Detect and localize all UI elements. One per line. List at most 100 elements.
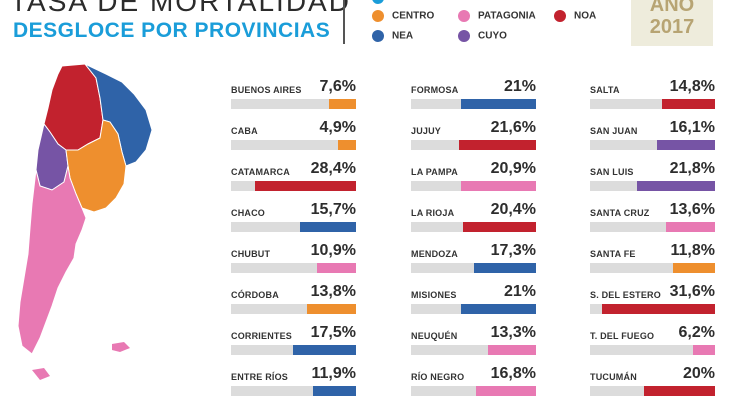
bar <box>463 222 536 232</box>
legend-swatch-centro <box>372 10 384 22</box>
bar-label: CÓRDOBA <box>231 290 279 300</box>
legend-swatch-noa <box>554 10 566 22</box>
bar <box>666 222 715 232</box>
bar-label: TUCUMÁN <box>590 372 637 382</box>
bar <box>461 304 536 314</box>
legend-label-noa: NOA <box>574 10 597 22</box>
data-label: 14,8% <box>669 78 715 95</box>
legend-label-nea: NEA <box>392 30 414 42</box>
bar-row-santa-cruz: SANTA CRUZ 13,6% <box>590 200 715 232</box>
legend-label-patagonia: PATAGONIA <box>478 10 536 22</box>
bar-label: SANTA FE <box>590 249 636 259</box>
data-label: 20,9% <box>490 160 536 177</box>
bar-label: BUENOS AIRES <box>231 85 302 95</box>
bar-label: MENDOZA <box>411 249 458 259</box>
data-label: 13,6% <box>669 201 715 218</box>
data-label: 4,9% <box>319 119 356 136</box>
bar <box>255 181 356 191</box>
year-value: 2017 <box>649 16 695 38</box>
bar-track <box>411 304 536 314</box>
bar-row-mendoza: MENDOZA 17,3% <box>411 241 536 273</box>
bar-track <box>590 386 715 396</box>
data-label: 10,9% <box>310 242 356 259</box>
bar <box>461 181 536 191</box>
map-islands <box>112 342 130 352</box>
legend-swatch-nea <box>372 30 384 42</box>
bar-track <box>231 181 356 191</box>
bar-row-s-del-estero: S. DEL ESTERO 31,6% <box>590 282 715 314</box>
bar-row-jujuy: JUJUY 21,6% <box>411 118 536 150</box>
map-tierra-del-fuego <box>32 368 50 380</box>
bar-track <box>231 140 356 150</box>
data-label: 13,8% <box>310 283 356 300</box>
bar-track <box>590 99 715 109</box>
bar <box>329 99 356 109</box>
bar-row-buenos-aires: BUENOS AIRES 7,6% <box>231 77 356 109</box>
bar-track <box>590 263 715 273</box>
bar-label: SAN JUAN <box>590 126 638 136</box>
bar <box>644 386 715 396</box>
bar-track <box>411 263 536 273</box>
bar <box>317 263 356 273</box>
bar-label: RÍO NEGRO <box>411 372 465 382</box>
bar-row-la-rioja: LA RIOJA 20,4% <box>411 200 536 232</box>
bar-track <box>231 222 356 232</box>
bar-row-r-o-negro: RÍO NEGRO 16,8% <box>411 364 536 396</box>
year-badge: AÑO 2017 <box>631 0 713 46</box>
bar-track <box>231 304 356 314</box>
bar-track <box>231 386 356 396</box>
bar-label: CHUBUT <box>231 249 271 259</box>
bar-track <box>411 181 536 191</box>
data-label: 11,8% <box>670 242 715 259</box>
bar-row-san-juan: SAN JUAN 16,1% <box>590 118 715 150</box>
data-label: 21% <box>503 78 536 95</box>
bar-row-catamarca: CATAMARCA 28,4% <box>231 159 356 191</box>
map-patagonia <box>17 165 87 355</box>
bar-track <box>231 99 356 109</box>
bar-row-neuqu-n: NEUQUÉN 13,3% <box>411 323 536 355</box>
page-title: TASA DE MORTALIDAD <box>10 0 351 17</box>
legend-item-centro: CENTRO <box>372 10 434 22</box>
bar-row-chubut: CHUBUT 10,9% <box>231 241 356 273</box>
bar-label: MISIONES <box>411 290 457 300</box>
bar-row-san-luis: SAN LUIS 21,8% <box>590 159 715 191</box>
data-label: 16,8% <box>490 365 536 382</box>
bar-label: CATAMARCA <box>231 167 290 177</box>
bar-track <box>411 345 536 355</box>
bar-label: ENTRE RÍOS <box>231 372 289 382</box>
bar-label: S. DEL ESTERO <box>590 290 661 300</box>
bar-label: LA PAMPA <box>411 167 458 177</box>
bar <box>662 99 715 109</box>
bar-track <box>590 345 715 355</box>
bar <box>673 263 715 273</box>
legend-item-noa: NOA <box>554 10 596 22</box>
bar-track <box>411 386 536 396</box>
header-divider <box>343 0 345 44</box>
bar-row-la-pampa: LA PAMPA 20,9% <box>411 159 536 191</box>
bar-row-santa-fe: SANTA FE 11,8% <box>590 241 715 273</box>
bar-row-c-rdoba: CÓRDOBA 13,8% <box>231 282 356 314</box>
argentina-map <box>17 63 153 380</box>
bar-row-t-del-fuego: T. DEL FUEGO 6,2% <box>590 323 715 355</box>
bar <box>313 386 356 396</box>
data-label: 20% <box>682 365 715 382</box>
legend-partial-dot <box>372 0 384 4</box>
data-label: 21% <box>503 283 536 300</box>
bar <box>293 345 356 355</box>
bar-label: T. DEL FUEGO <box>590 331 655 341</box>
bar <box>474 263 536 273</box>
bar-track <box>590 140 715 150</box>
data-label: 21,6% <box>490 119 536 136</box>
bar <box>488 345 536 355</box>
bar <box>459 140 536 150</box>
bar-label: CABA <box>231 126 258 136</box>
bar-row-salta: SALTA 14,8% <box>590 77 715 109</box>
data-label: 20,4% <box>490 201 536 218</box>
bar-track <box>411 222 536 232</box>
bar <box>461 99 536 109</box>
bar-label: FORMOSA <box>411 85 459 95</box>
data-label: 7,6% <box>319 78 356 95</box>
bar-label: LA RIOJA <box>411 208 455 218</box>
bar-row-entre-r-os: ENTRE RÍOS 11,9% <box>231 364 356 396</box>
bar-row-formosa: FORMOSA 21% <box>411 77 536 109</box>
